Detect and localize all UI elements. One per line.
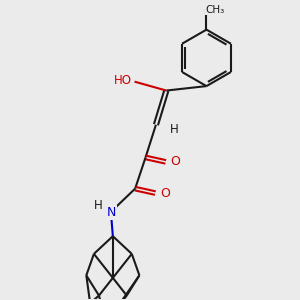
Text: H: H <box>94 200 103 212</box>
Text: O: O <box>170 155 180 168</box>
Text: HO: HO <box>114 74 132 87</box>
Text: N: N <box>107 206 116 219</box>
Text: O: O <box>160 187 170 200</box>
Text: H: H <box>170 123 179 136</box>
Text: CH₃: CH₃ <box>205 5 224 15</box>
